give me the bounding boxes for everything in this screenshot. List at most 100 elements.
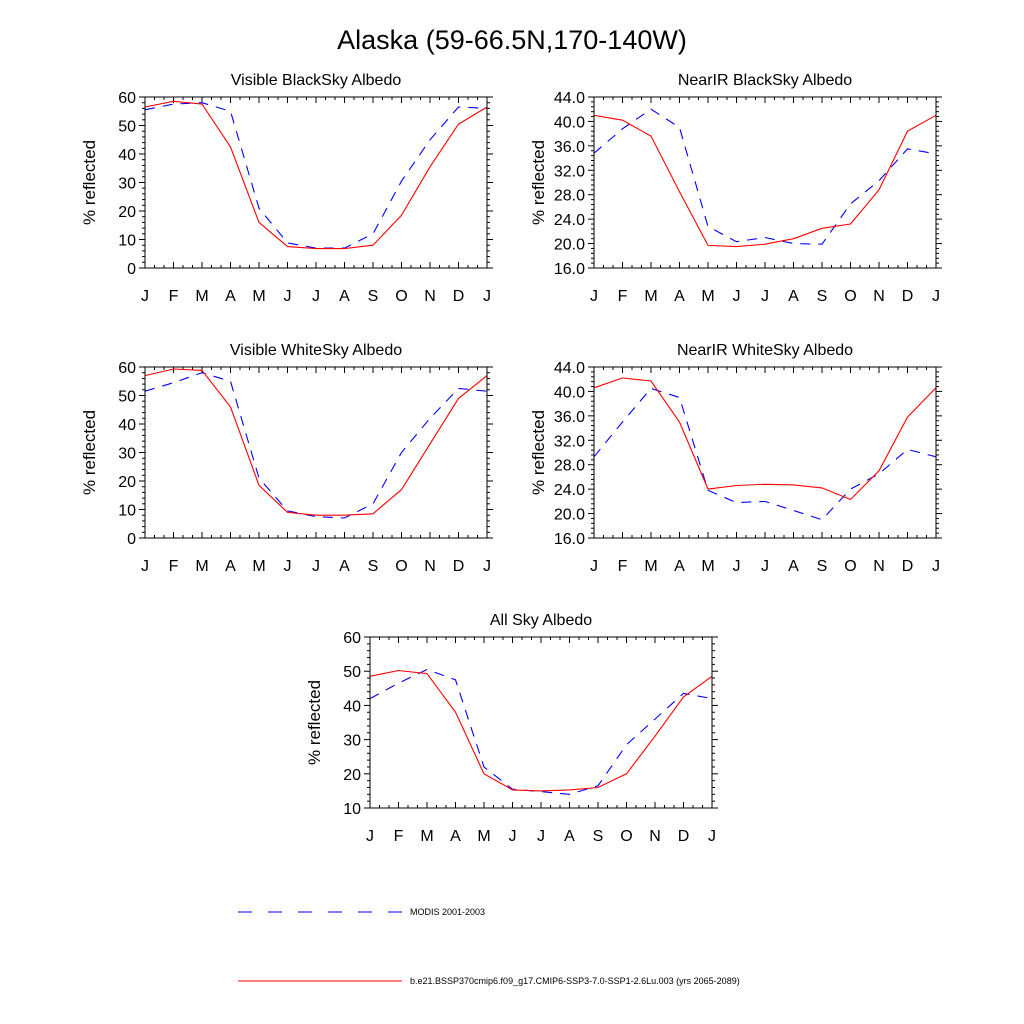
y-tick-label: 16.0: [554, 261, 585, 278]
series-line-model: [144, 368, 488, 516]
y-tick-label: 60: [343, 630, 361, 647]
y-tick-label: 24.0: [554, 482, 585, 499]
y-axis-label: % reflected: [529, 140, 548, 225]
y-tick-label: 28.0: [554, 188, 585, 205]
y-tick-label: 32.0: [554, 163, 585, 180]
x-tick-label: N: [873, 558, 885, 575]
plot-frame: [144, 366, 488, 539]
x-tick-label: J: [483, 288, 491, 305]
y-tick-label: 60: [118, 360, 136, 377]
y-tick-label: 30: [118, 446, 136, 463]
x-tick-label: N: [424, 558, 436, 575]
y-tick-label: 40: [343, 698, 361, 715]
y-tick-label: 44.0: [554, 360, 585, 377]
x-tick-label: O: [844, 288, 856, 305]
legend-entry-modis: MODIS 2001-2003: [238, 907, 485, 917]
y-tick-label: 20.0: [554, 507, 585, 524]
x-tick-label: N: [873, 288, 885, 305]
x-tick-label: A: [339, 288, 350, 305]
y-tick-label: 32.0: [554, 433, 585, 450]
y-tick-label: 36.0: [554, 139, 585, 156]
legend-entry-model: b.e21.BSSP370cmip6.f09_g17.CMIP6-SSP3-7.…: [238, 976, 740, 986]
y-tick-label: 0: [127, 531, 136, 548]
x-tick-label: D: [902, 288, 914, 305]
x-tick-label: A: [674, 288, 685, 305]
panel-title: Visible WhiteSky Albedo: [230, 342, 402, 359]
y-tick-label: 24.0: [554, 212, 585, 229]
x-tick-label: O: [395, 288, 407, 305]
x-tick-label: M: [477, 828, 490, 845]
x-tick-label: A: [450, 828, 461, 845]
x-tick-label: M: [644, 558, 657, 575]
x-tick-label: N: [424, 288, 436, 305]
y-tick-label: 40: [118, 147, 136, 164]
x-tick-label: O: [620, 828, 632, 845]
x-tick-label: A: [564, 828, 575, 845]
panel-title: Visible BlackSky Albedo: [231, 72, 402, 89]
y-tick-label: 50: [118, 119, 136, 136]
plot-frame: [593, 366, 937, 539]
x-tick-label: M: [701, 558, 714, 575]
x-tick-label: D: [453, 558, 465, 575]
x-tick-label: J: [733, 558, 741, 575]
x-tick-label: F: [169, 558, 179, 575]
x-tick-label: J: [141, 288, 149, 305]
x-tick-label: A: [225, 288, 236, 305]
x-tick-label: D: [678, 828, 690, 845]
y-axis-label: % reflected: [529, 410, 548, 495]
x-tick-label: J: [312, 558, 320, 575]
x-tick-label: M: [195, 288, 208, 305]
y-axis-label: % reflected: [80, 410, 99, 495]
y-tick-label: 44.0: [554, 90, 585, 107]
y-tick-label: 50: [118, 389, 136, 406]
x-tick-label: A: [225, 558, 236, 575]
series-line-modis: [144, 102, 488, 249]
y-axis-label: % reflected: [305, 680, 324, 765]
x-tick-label: F: [169, 288, 179, 305]
x-tick-label: M: [252, 558, 265, 575]
y-tick-label: 20: [343, 767, 361, 784]
x-tick-label: S: [817, 288, 828, 305]
x-tick-label: M: [420, 828, 433, 845]
series-line-model: [593, 114, 937, 248]
y-tick-label: 20.0: [554, 237, 585, 254]
x-tick-label: J: [590, 288, 598, 305]
x-tick-label: J: [366, 828, 374, 845]
panel-title: NearIR WhiteSky Albedo: [677, 342, 853, 359]
x-tick-label: J: [141, 558, 149, 575]
plot-frame: [144, 96, 488, 269]
x-tick-label: M: [701, 288, 714, 305]
x-tick-label: O: [395, 558, 407, 575]
x-tick-label: J: [284, 558, 292, 575]
x-tick-label: J: [761, 288, 769, 305]
x-tick-label: N: [649, 828, 661, 845]
legend-label-model: b.e21.BSSP370cmip6.f09_g17.CMIP6-SSP3-7.…: [410, 976, 740, 986]
x-tick-label: J: [932, 558, 940, 575]
x-tick-label: J: [312, 288, 320, 305]
x-tick-label: M: [644, 288, 657, 305]
x-tick-label: F: [618, 288, 628, 305]
plot-frame: [369, 636, 713, 809]
x-tick-label: J: [483, 558, 491, 575]
series-line-model: [144, 100, 488, 250]
y-axis-label: % reflected: [80, 140, 99, 225]
x-tick-label: J: [590, 558, 598, 575]
series-line-modis: [369, 668, 713, 795]
series-line-model: [593, 377, 937, 501]
x-tick-label: A: [788, 558, 799, 575]
x-tick-label: D: [902, 558, 914, 575]
x-tick-label: S: [817, 558, 828, 575]
x-tick-label: J: [537, 828, 545, 845]
x-tick-label: S: [593, 828, 604, 845]
y-tick-label: 30: [343, 733, 361, 750]
x-tick-label: O: [844, 558, 856, 575]
x-tick-label: J: [733, 288, 741, 305]
series-line-modis: [593, 108, 937, 245]
plot-frame: [593, 96, 937, 269]
y-tick-label: 0: [127, 261, 136, 278]
x-tick-label: S: [368, 288, 379, 305]
